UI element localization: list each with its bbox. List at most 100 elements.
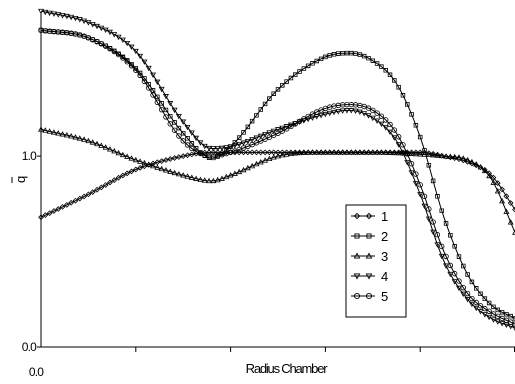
- series-1-marker: [171, 155, 178, 161]
- series-5-marker: [115, 51, 122, 58]
- series-5-marker: [439, 243, 445, 250]
- series-4-marker: [412, 181, 419, 187]
- series-3-marker: [231, 170, 238, 176]
- series-1-marker: [63, 201, 70, 208]
- series-2-marker: [482, 296, 488, 301]
- series-2-marker: [366, 55, 371, 61]
- series-1-marker: [499, 186, 505, 193]
- series-5-marker: [374, 110, 380, 116]
- legend-swatch-marker: [365, 293, 373, 299]
- series-1-marker: [331, 149, 337, 156]
- series-4-marker: [262, 132, 269, 138]
- series-2-marker: [323, 54, 328, 60]
- series-2-marker: [284, 79, 289, 84]
- series-3-marker: [257, 159, 264, 165]
- series-2-marker: [336, 51, 341, 56]
- series-4-marker: [421, 203, 428, 210]
- series-5-marker: [279, 128, 286, 134]
- series-3-marker: [361, 149, 368, 155]
- series-1-marker: [425, 150, 432, 156]
- series-4-marker: [257, 133, 264, 140]
- series-4-marker: [219, 145, 225, 152]
- series-1-marker: [158, 158, 165, 164]
- series-4-marker: [387, 129, 394, 136]
- legend-label-3: 3: [381, 249, 388, 264]
- series-1-marker: [111, 177, 118, 183]
- series-1-marker: [180, 153, 187, 160]
- series-3-marker: [119, 151, 126, 158]
- series-5-marker: [486, 308, 492, 314]
- series-5-marker: [447, 262, 454, 269]
- series-1-marker: [262, 149, 268, 156]
- series-2-marker: [236, 135, 242, 140]
- series-1-marker: [68, 199, 75, 206]
- series-4-marker: [365, 113, 372, 119]
- series-3-marker: [326, 149, 333, 155]
- series-1-line: [40, 151, 515, 218]
- series-2-marker: [275, 87, 281, 92]
- tick-labels: 0.0 1.0 0.0: [22, 149, 45, 379]
- series-3-marker: [318, 149, 325, 155]
- series-2-marker: [249, 118, 255, 124]
- series-5-marker: [400, 142, 406, 148]
- legend-label-5: 5: [381, 289, 388, 304]
- series-3-marker: [473, 161, 480, 167]
- series-1-marker: [51, 208, 57, 214]
- series-3-marker: [175, 170, 182, 177]
- series-3-marker: [98, 142, 105, 148]
- y-tick-label-0: 0.0: [22, 340, 37, 354]
- series-5-marker: [490, 311, 497, 317]
- series-5-marker: [283, 126, 290, 132]
- series-2-marker: [262, 101, 268, 107]
- series-2-marker: [379, 64, 384, 69]
- series-3-marker: [85, 137, 92, 144]
- legend-swatch-marker: [353, 293, 361, 299]
- series-1-marker: [176, 154, 182, 160]
- series-2-marker: [387, 72, 393, 77]
- series-1-marker: [137, 164, 143, 171]
- series-2-marker: [469, 279, 475, 285]
- series-2-marker: [465, 272, 470, 277]
- series-5-marker: [102, 43, 109, 49]
- series-3-marker: [262, 157, 269, 163]
- series-1-marker: [72, 197, 79, 204]
- series-4-marker: [361, 111, 368, 117]
- series-2-marker: [383, 68, 388, 73]
- series-1-marker: [344, 149, 350, 156]
- series-5-marker: [150, 92, 156, 98]
- series-3-marker: [352, 149, 359, 155]
- legend-swatch-marker: [365, 252, 373, 259]
- series-3-marker: [503, 208, 510, 214]
- series-4-marker: [326, 110, 333, 117]
- series-1-marker: [374, 149, 380, 156]
- series-3-marker: [42, 127, 49, 133]
- series-1-marker: [253, 149, 260, 156]
- series-3-marker: [68, 133, 75, 139]
- series-3: [38, 126, 515, 235]
- series-2-marker: [478, 291, 483, 297]
- series-4-marker: [158, 86, 165, 93]
- legend-label-2: 2: [381, 229, 388, 244]
- series-5-marker: [288, 123, 294, 130]
- legend-label-1: 1: [381, 209, 388, 224]
- series-3-marker: [201, 177, 208, 183]
- series-3-marker: [111, 147, 118, 154]
- series-3-marker: [404, 150, 411, 156]
- series-4-marker: [378, 121, 385, 128]
- series-4-marker: [76, 17, 83, 23]
- series-5-marker: [180, 138, 186, 144]
- series-3-marker: [94, 140, 100, 147]
- series-1-marker: [365, 149, 372, 156]
- series-2-marker: [357, 52, 363, 57]
- series-4-marker: [451, 279, 458, 285]
- series-3-marker: [490, 179, 497, 185]
- series-3-marker: [451, 153, 458, 160]
- series-4-marker: [171, 107, 178, 114]
- series-3-marker: [305, 149, 312, 155]
- series-2-marker: [310, 61, 315, 66]
- series-4-marker: [275, 127, 281, 133]
- series-2-marker: [314, 58, 320, 64]
- series-5-marker: [383, 117, 389, 123]
- series-5-marker: [305, 113, 311, 120]
- series-4-marker: [81, 18, 88, 24]
